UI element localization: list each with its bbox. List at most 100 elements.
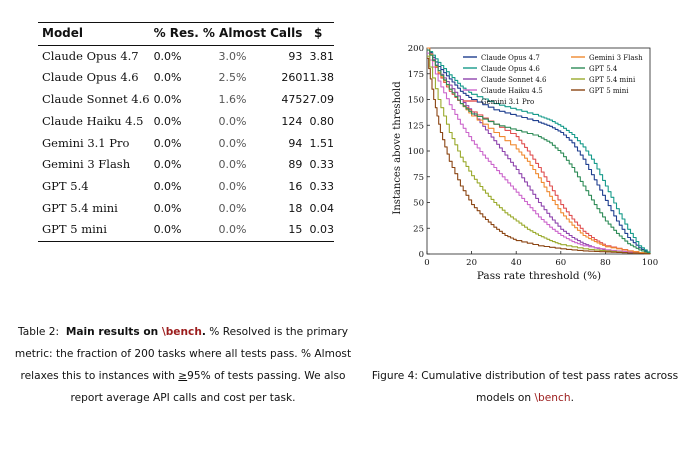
y-tick-label: 75 [413,173,424,183]
series-line [427,49,651,254]
calls-cell: 15 [288,223,303,237]
table-caption-line-1: Table 2: Main results on \bench. % Resol… [8,321,358,343]
table-caption-line-3: relaxes this to instances with ≥95% of t… [8,365,358,387]
bench-command: \bench [161,326,202,338]
x-tick-label: 100 [642,258,658,268]
figure-caption-line-2-prefix: models on [476,392,535,404]
table-row: Claude Opus 4.6 0.0% 2.5% 260 11.38 [38,67,334,89]
table-caption-label: Table 2: [18,326,60,338]
cost-cell: 3.81 [309,49,335,63]
column-header: Calls [270,26,303,40]
series-line [427,57,651,255]
table-row: GPT 5.4 mini 0.0% 0.0% 18 0.04 [38,198,334,220]
legend-label: GPT 5 mini [589,87,629,95]
table-row: GPT 5 mini 0.0% 0.0% 15 0.03 [38,219,335,242]
table-caption-line-3-suffix: 95% of tests passing. We also [187,370,346,382]
figure-caption: Figure 4: Cumulative distribution of tes… [365,365,685,409]
chart-legend: Claude Opus 4.7 Claude Opus 4.6 Claude Son… [463,54,643,106]
results-table: Model % Res. % Almost Calls $ Claude Opu… [38,22,334,242]
table-caption-line-4: report average API calls and cost per ta… [70,392,296,404]
y-tick-label: 175 [408,70,424,80]
table-row: GPT 5.4 0.0% 0.0% 16 0.33 [38,176,334,198]
almost-cell: 0.0% [218,201,247,215]
table-caption-line-3-prefix: relaxes this to instances with [20,370,179,382]
y-tick-label: 100 [408,147,424,157]
calls-cell: 475 [281,93,303,107]
x-tick-label: 0 [424,258,429,268]
cost-cell: 27.09 [302,93,335,107]
calls-cell: 260 [281,71,303,85]
y-tick-label: 50 [413,199,424,209]
y-axis-label: Instances above threshold [392,81,403,215]
pass-rate-chart: 0 20 40 60 80 100 0 25 50 75 100 125 150 175 200 Claud… [392,44,658,282]
series-line [427,52,651,255]
legend-label: Claude Sonnet 4.6 [481,76,547,84]
resolved-cell: 0.0% [153,71,182,85]
table-caption-line-2: metric: the fraction of 200 tasks where … [14,348,352,360]
y-tick-label: 125 [408,121,424,131]
model-cell: Claude Haiku 4.5 [42,113,144,128]
cost-cell: 1.51 [309,136,335,150]
y-tick-label: 0 [419,250,424,260]
y-tick-label: 25 [413,224,424,234]
calls-cell: 89 [288,158,303,172]
resolved-cell: 0.0% [153,136,182,150]
column-header: Model [42,26,84,40]
resolved-cell: 0.0% [153,49,182,63]
bench-command: \bench [534,392,571,404]
calls-cell: 94 [288,136,303,150]
resolved-cell: 0.0% [153,93,182,107]
calls-cell: 18 [288,201,303,215]
y-tick-label: 150 [408,96,424,106]
model-cell: GPT 5.4 mini [42,200,118,215]
table-row: Claude Haiku 4.5 0.0% 0.0% 124 0.80 [38,111,334,133]
table-row: Claude Sonnet 4.6 0.0% 1.6% 475 27.09 [38,89,334,111]
legend-label: Claude Haiku 4.5 [481,87,543,95]
y-tick-label: 200 [408,44,424,54]
legend-label: Gemini 3.1 Pro [481,98,534,106]
almost-cell: 2.5% [218,71,247,85]
series-line [427,47,651,254]
x-tick-label: 80 [600,258,611,268]
figure-caption-line-2: models on \bench. [365,387,685,409]
legend-label: Gemini 3 Flash [589,54,643,62]
model-cell: GPT 5 mini [42,222,107,237]
chart-lines [427,47,651,255]
resolved-cell: 0.0% [153,201,182,215]
almost-cell: 0.0% [218,179,247,193]
almost-cell: 3.0% [218,49,247,63]
cost-cell: 0.03 [309,223,335,237]
almost-cell: 0.0% [218,136,247,150]
calls-cell: 124 [281,114,303,128]
almost-cell: 1.6% [218,93,247,107]
x-axis-label: Pass rate threshold (%) [477,270,601,282]
chart-axes: 0 20 40 60 80 100 0 25 50 75 100 125 150 175 200 [408,44,658,268]
resolved-cell: 0.0% [153,158,182,172]
model-cell: Claude Sonnet 4.6 [42,92,150,107]
legend-label: GPT 5.4 [589,65,618,73]
model-cell: Claude Opus 4.7 [42,48,139,63]
model-cell: GPT 5.4 [42,178,89,193]
cost-cell: 0.33 [309,158,335,172]
almost-cell: 0.0% [218,114,247,128]
table-row: Claude Opus 4.7 0.0% 3.0% 93 3.81 [38,45,334,67]
column-header: $ [314,26,323,40]
table-body: Claude Opus 4.7 0.0% 3.0% 93 3.81 Claude… [38,45,335,242]
resolved-cell: 0.0% [153,223,182,237]
cost-cell: 0.04 [309,201,335,215]
almost-cell: 0.0% [218,158,247,172]
model-cell: Gemini 3.1 Pro [42,135,130,150]
x-tick-label: 60 [555,258,566,268]
cost-cell: 0.33 [309,179,335,193]
table-row: Gemini 3.1 Pro 0.0% 0.0% 94 1.51 [38,133,334,155]
x-tick-label: 20 [466,258,477,268]
table-caption-title-prefix: Main results on [65,326,162,338]
series-line [427,55,651,255]
calls-cell: 93 [288,49,303,63]
resolved-cell: 0.0% [153,114,182,128]
resolved-cell: 0.0% [153,179,182,193]
legend-label: Claude Opus 4.6 [481,65,540,73]
column-header: % Res. [153,26,199,40]
model-cell: Gemini 3 Flash [42,157,131,172]
legend-label: Claude Opus 4.7 [481,54,540,62]
